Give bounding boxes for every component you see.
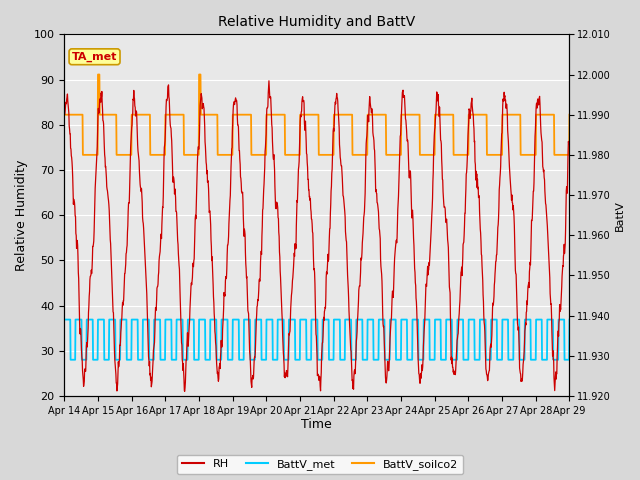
Y-axis label: BattV: BattV [615, 200, 625, 230]
X-axis label: Time: Time [301, 419, 332, 432]
Text: TA_met: TA_met [72, 52, 117, 62]
Legend: RH, BattV_met, BattV_soilco2: RH, BattV_met, BattV_soilco2 [177, 455, 463, 474]
Title: Relative Humidity and BattV: Relative Humidity and BattV [218, 15, 415, 29]
Y-axis label: Relative Humidity: Relative Humidity [15, 159, 28, 271]
